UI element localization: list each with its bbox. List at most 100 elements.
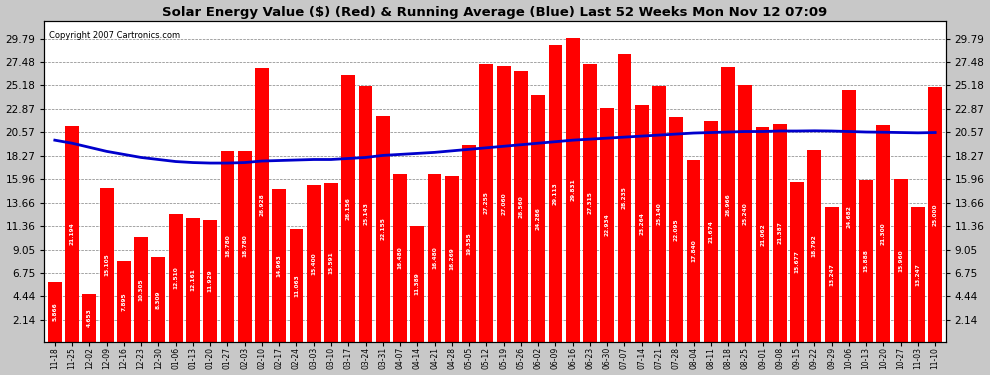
Text: 18.792: 18.792 — [812, 235, 817, 257]
Text: 23.264: 23.264 — [640, 212, 644, 235]
Bar — [411, 226, 425, 342]
Text: 21.674: 21.674 — [708, 220, 713, 243]
Bar — [842, 90, 855, 342]
Bar — [393, 174, 407, 342]
Bar — [203, 220, 217, 342]
Bar — [445, 176, 458, 342]
Text: 15.105: 15.105 — [104, 254, 109, 276]
Text: 21.062: 21.062 — [760, 223, 765, 246]
Bar — [497, 66, 511, 342]
Bar — [48, 282, 61, 342]
Bar — [565, 38, 579, 342]
Bar — [739, 85, 752, 342]
Bar — [548, 45, 562, 342]
Bar — [272, 189, 286, 342]
Bar — [583, 64, 597, 342]
Bar — [808, 150, 822, 342]
Bar — [221, 150, 235, 342]
Bar — [652, 86, 666, 342]
Bar — [307, 185, 321, 342]
Text: 13.247: 13.247 — [916, 263, 921, 286]
Bar — [82, 294, 96, 342]
Text: 15.677: 15.677 — [795, 251, 800, 273]
Text: 15.400: 15.400 — [311, 252, 316, 274]
Text: 11.389: 11.389 — [415, 272, 420, 295]
Text: 25.240: 25.240 — [742, 202, 747, 225]
Text: 14.963: 14.963 — [277, 254, 282, 277]
Text: 25.000: 25.000 — [933, 203, 938, 226]
Bar — [151, 257, 165, 342]
Text: 13.247: 13.247 — [829, 263, 835, 286]
Text: 25.143: 25.143 — [363, 202, 368, 225]
Text: 5.866: 5.866 — [52, 302, 57, 321]
Text: Copyright 2007 Cartronics.com: Copyright 2007 Cartronics.com — [49, 31, 180, 40]
Bar — [428, 174, 442, 342]
Text: 16.269: 16.269 — [449, 248, 454, 270]
Bar — [255, 68, 269, 342]
Title: Solar Energy Value ($) (Red) & Running Average (Blue) Last 52 Weeks Mon Nov 12 0: Solar Energy Value ($) (Red) & Running A… — [162, 6, 828, 18]
Bar — [168, 214, 182, 342]
Bar — [669, 117, 683, 342]
Bar — [117, 261, 131, 342]
Bar — [687, 160, 700, 342]
Text: 10.305: 10.305 — [139, 278, 144, 300]
Text: 12.161: 12.161 — [190, 268, 195, 291]
Bar — [825, 207, 839, 342]
Bar — [238, 150, 251, 342]
Text: 19.355: 19.355 — [466, 232, 471, 255]
Text: 21.300: 21.300 — [881, 222, 886, 245]
Bar — [376, 116, 390, 342]
Bar — [755, 128, 769, 342]
Bar — [532, 94, 545, 342]
Text: 29.113: 29.113 — [553, 182, 558, 205]
Text: 26.928: 26.928 — [259, 193, 264, 216]
Bar — [324, 183, 338, 342]
Text: 26.560: 26.560 — [519, 195, 524, 218]
Text: 15.960: 15.960 — [898, 249, 903, 272]
Text: 26.156: 26.156 — [346, 197, 350, 220]
Text: 18.780: 18.780 — [243, 235, 248, 258]
Text: 21.194: 21.194 — [69, 222, 74, 245]
Text: 15.591: 15.591 — [329, 251, 334, 274]
Text: 27.060: 27.060 — [501, 193, 506, 215]
Text: 28.235: 28.235 — [622, 186, 627, 209]
Bar — [135, 237, 148, 342]
Bar — [462, 145, 476, 342]
Bar — [911, 207, 925, 342]
Bar — [859, 180, 873, 342]
Text: 16.480: 16.480 — [432, 246, 437, 269]
Bar — [894, 179, 908, 342]
Text: 26.966: 26.966 — [726, 193, 731, 216]
Bar — [600, 108, 614, 342]
Bar — [773, 124, 787, 342]
Text: 18.780: 18.780 — [225, 235, 230, 258]
Text: 24.286: 24.286 — [536, 207, 541, 230]
Text: 22.934: 22.934 — [605, 214, 610, 236]
Bar — [358, 86, 372, 342]
Bar — [929, 87, 942, 342]
Text: 12.510: 12.510 — [173, 267, 178, 290]
Text: 17.840: 17.840 — [691, 240, 696, 262]
Bar — [65, 126, 79, 342]
Text: 21.387: 21.387 — [777, 221, 782, 244]
Text: 27.315: 27.315 — [587, 191, 592, 214]
Text: 22.095: 22.095 — [674, 218, 679, 240]
Bar — [290, 229, 303, 342]
Bar — [704, 121, 718, 342]
Text: 27.255: 27.255 — [484, 192, 489, 214]
Bar — [635, 105, 648, 342]
Bar — [618, 54, 632, 342]
Text: 16.480: 16.480 — [398, 246, 403, 269]
Text: 25.140: 25.140 — [656, 202, 661, 225]
Text: 8.309: 8.309 — [155, 290, 161, 309]
Text: 11.929: 11.929 — [208, 270, 213, 292]
Bar — [514, 71, 528, 342]
Text: 29.831: 29.831 — [570, 178, 575, 201]
Text: 22.155: 22.155 — [380, 217, 385, 240]
Text: 4.653: 4.653 — [87, 309, 92, 327]
Bar — [479, 64, 493, 342]
Bar — [100, 188, 114, 342]
Bar — [721, 67, 735, 342]
Text: 11.063: 11.063 — [294, 274, 299, 297]
Bar — [186, 218, 200, 342]
